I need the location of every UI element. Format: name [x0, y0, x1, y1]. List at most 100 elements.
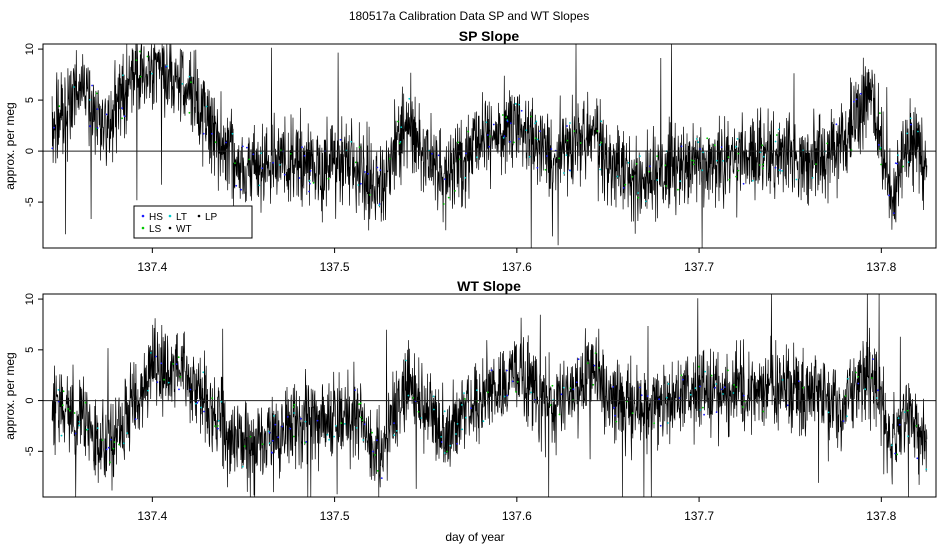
calibration-point — [189, 388, 192, 391]
calibration-point — [586, 362, 589, 365]
calibration-point — [679, 180, 682, 183]
y-tick-label: 0 — [24, 398, 36, 404]
calibration-point — [463, 392, 465, 394]
calibration-point — [893, 212, 895, 215]
calibration-point — [539, 130, 541, 133]
calibration-point — [305, 441, 308, 443]
calibration-point — [96, 108, 99, 110]
x-tick-label: 137.8 — [866, 509, 896, 523]
legend-box — [133, 205, 253, 239]
calibration-point — [126, 432, 129, 434]
calibration-point — [241, 145, 244, 148]
calibration-point — [549, 404, 552, 406]
calibration-point — [358, 403, 360, 405]
calibration-point — [844, 395, 847, 397]
calibration-point — [798, 380, 800, 383]
calibration-point — [172, 363, 175, 365]
calibration-point — [274, 423, 277, 426]
calibration-point — [511, 380, 514, 383]
calibration-point — [694, 387, 697, 390]
calibration-point — [109, 461, 111, 464]
calibration-point — [560, 393, 563, 396]
calibration-point — [217, 419, 220, 422]
calibration-point — [562, 386, 565, 389]
calibration-point — [879, 146, 882, 149]
calibration-point — [225, 141, 228, 144]
calibration-point — [907, 435, 909, 438]
calibration-point — [190, 81, 192, 84]
calibration-point — [635, 162, 638, 165]
calibration-point — [727, 369, 729, 372]
calibration-point — [665, 396, 668, 399]
calibration-point — [454, 190, 456, 192]
calibration-point — [871, 377, 873, 379]
calibration-point — [631, 175, 634, 178]
calibration-point — [664, 164, 667, 167]
calibration-point — [732, 392, 735, 394]
calibration-point — [165, 65, 167, 68]
calibration-point — [723, 386, 726, 389]
calibration-point — [612, 386, 614, 388]
calibration-point — [308, 179, 311, 182]
calibration-point — [706, 137, 709, 140]
calibration-point — [167, 381, 170, 384]
calibration-point — [122, 74, 124, 77]
calibration-point — [101, 439, 104, 441]
calibration-point — [355, 427, 358, 429]
calibration-point — [432, 395, 435, 398]
calibration-point — [107, 446, 110, 449]
calibration-point — [179, 375, 182, 378]
calibration-point — [714, 386, 716, 389]
calibration-point — [492, 123, 495, 126]
calibration-point — [715, 411, 718, 413]
calibration-point — [437, 154, 440, 157]
calibration-point — [637, 192, 639, 194]
calibration-point — [737, 152, 740, 155]
calibration-point — [898, 423, 901, 426]
calibration-point — [566, 125, 568, 127]
calibration-point — [60, 434, 63, 437]
calibration-point — [270, 451, 273, 454]
x-tick-label: 137.6 — [502, 260, 532, 274]
calibration-point — [376, 439, 378, 442]
calibration-point — [470, 407, 472, 409]
calibration-point — [298, 177, 301, 179]
calibration-point — [151, 72, 153, 75]
calibration-point — [702, 151, 704, 154]
legend-label-ls: LS — [149, 224, 162, 235]
calibration-point — [343, 423, 346, 425]
calibration-point — [359, 416, 362, 419]
calibration-point — [737, 169, 740, 172]
calibration-point — [906, 132, 909, 135]
calibration-point — [909, 117, 912, 120]
calibration-point — [535, 120, 538, 123]
calibration-point — [378, 204, 381, 207]
calibration-point — [146, 55, 149, 58]
calibration-point — [299, 417, 302, 420]
calibration-point — [722, 160, 724, 162]
x-tick-label: 137.7 — [684, 260, 714, 274]
calibration-point — [896, 453, 898, 456]
calibration-point — [906, 409, 909, 412]
calibration-point — [872, 358, 874, 360]
calibration-point — [369, 194, 371, 196]
calibration-point — [362, 439, 365, 441]
calibration-point — [897, 154, 899, 157]
y-tick-label: 5 — [24, 97, 36, 103]
calibration-point — [89, 99, 91, 101]
calibration-point — [277, 436, 279, 439]
calibration-point — [73, 412, 76, 414]
calibration-point — [464, 176, 467, 179]
calibration-point — [200, 406, 203, 409]
calibration-point — [894, 452, 896, 455]
calibration-point — [156, 381, 159, 383]
calibration-point — [827, 411, 830, 414]
calibration-point — [910, 123, 912, 126]
calibration-point — [558, 413, 561, 416]
calibration-point — [842, 420, 845, 422]
calibration-point — [648, 170, 651, 173]
calibration-point — [925, 468, 928, 471]
calibration-point — [335, 425, 337, 427]
calibration-point — [572, 388, 575, 391]
series-layer — [51, 294, 928, 497]
